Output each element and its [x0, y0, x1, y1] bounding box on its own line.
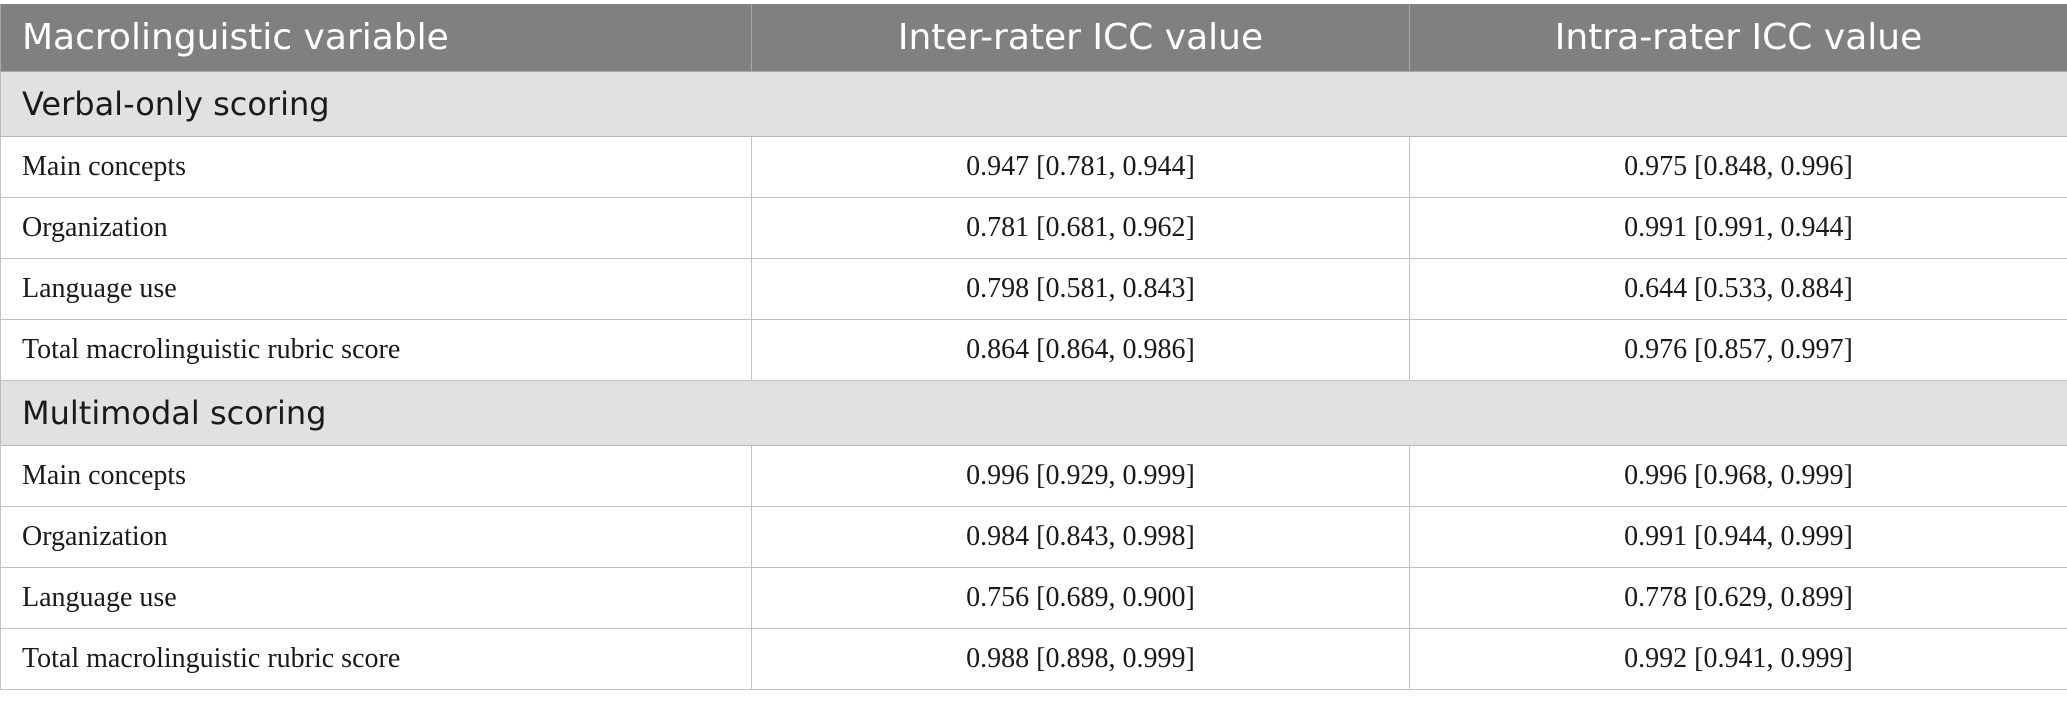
inter-rater-cell: 0.988 [0.898, 0.999] — [751, 628, 1410, 690]
intra-rater-cell: 0.778 [0.629, 0.899] — [1409, 567, 2067, 629]
table-row: Total macrolinguistic rubric score 0.988… — [0, 628, 2067, 690]
intra-rater-cell: 0.644 [0.533, 0.884] — [1409, 258, 2067, 320]
table-row: Main concepts 0.947 [0.781, 0.944] 0.975… — [0, 136, 2067, 198]
variable-cell: Main concepts — [0, 445, 752, 507]
inter-rater-cell: 0.798 [0.581, 0.843] — [751, 258, 1410, 320]
variable-cell: Main concepts — [0, 136, 752, 198]
intra-rater-cell: 0.996 [0.968, 0.999] — [1409, 445, 2067, 507]
inter-rater-cell: 0.984 [0.843, 0.998] — [751, 506, 1410, 568]
variable-cell: Organization — [0, 506, 752, 568]
table-row: Organization 0.781 [0.681, 0.962] 0.991 … — [0, 197, 2067, 259]
inter-rater-cell: 0.996 [0.929, 0.999] — [751, 445, 1410, 507]
variable-cell: Organization — [0, 197, 752, 259]
variable-cell: Language use — [0, 258, 752, 320]
inter-rater-cell: 0.781 [0.681, 0.962] — [751, 197, 1410, 259]
inter-rater-cell: 0.947 [0.781, 0.944] — [751, 136, 1410, 198]
header-inter-rater-icc: Inter-rater ICC value — [751, 4, 1410, 72]
table-row: Organization 0.984 [0.843, 0.998] 0.991 … — [0, 506, 2067, 568]
table-row: Total macrolinguistic rubric score 0.864… — [0, 319, 2067, 381]
table-row: Main concepts 0.996 [0.929, 0.999] 0.996… — [0, 445, 2067, 507]
table-body: Verbal-only scoring Main concepts 0.947 … — [0, 71, 2067, 690]
header-row: Macrolinguistic variable Inter-rater ICC… — [0, 4, 2067, 72]
intra-rater-cell: 0.991 [0.944, 0.999] — [1409, 506, 2067, 568]
section-title: Multimodal scoring — [0, 380, 2067, 446]
section-title: Verbal-only scoring — [0, 71, 2067, 137]
inter-rater-cell: 0.756 [0.689, 0.900] — [751, 567, 1410, 629]
table-row: Language use 0.798 [0.581, 0.843] 0.644 … — [0, 258, 2067, 320]
icc-table: Macrolinguistic variable Inter-rater ICC… — [0, 4, 2067, 690]
header-intra-rater-icc: Intra-rater ICC value — [1409, 4, 2067, 72]
inter-rater-cell: 0.864 [0.864, 0.986] — [751, 319, 1410, 381]
intra-rater-cell: 0.992 [0.941, 0.999] — [1409, 628, 2067, 690]
variable-cell: Language use — [0, 567, 752, 629]
table-row: Language use 0.756 [0.689, 0.900] 0.778 … — [0, 567, 2067, 629]
table-header: Macrolinguistic variable Inter-rater ICC… — [0, 4, 2067, 72]
intra-rater-cell: 0.991 [0.991, 0.944] — [1409, 197, 2067, 259]
variable-cell: Total macrolinguistic rubric score — [0, 628, 752, 690]
icc-table-container: Macrolinguistic variable Inter-rater ICC… — [0, 4, 2067, 690]
variable-cell: Total macrolinguistic rubric score — [0, 319, 752, 381]
intra-rater-cell: 0.976 [0.857, 0.997] — [1409, 319, 2067, 381]
section-row-multimodal: Multimodal scoring — [0, 380, 2067, 446]
section-row-verbal-only: Verbal-only scoring — [0, 71, 2067, 137]
header-macrolinguistic-variable: Macrolinguistic variable — [0, 4, 752, 72]
intra-rater-cell: 0.975 [0.848, 0.996] — [1409, 136, 2067, 198]
